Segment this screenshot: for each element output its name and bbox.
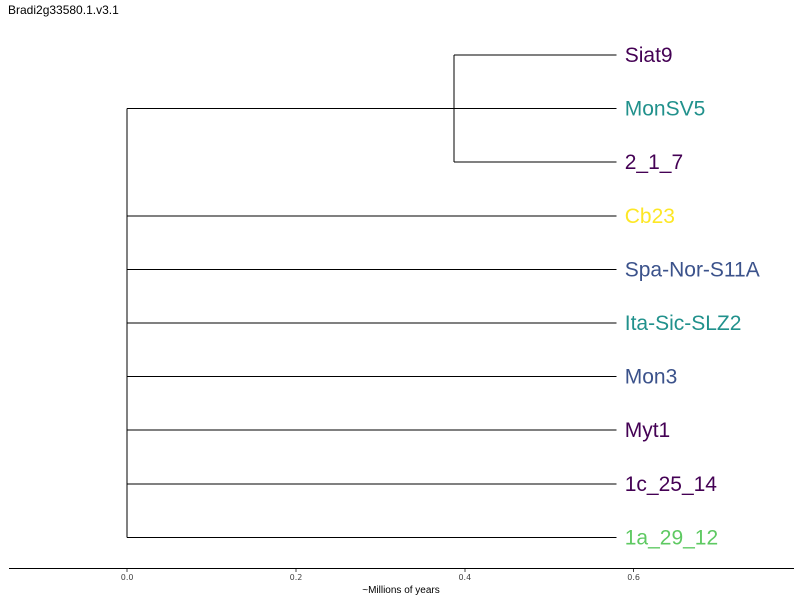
tip-label-2: 2_1_7 [625,151,683,174]
tip-label-5: Ita-Sic-SLZ2 [625,312,742,335]
tip-label-3: Cb23 [625,205,675,228]
tip-label-7: Myt1 [625,419,671,442]
tip-label-9: 1a_29_12 [625,526,718,549]
chart-title: Bradi2g33580.1.v3.1 [8,3,119,17]
tip-labels: Siat9 MonSV5 2_1_7 Cb23 Spa-Nor-S11A Ita-Sic-… [625,44,760,549]
x-axis-title: ~Millions of years [362,585,440,596]
tip-label-6: Mon3 [625,366,678,389]
x-tick-label-3: 0.6 [627,573,640,582]
tree-branches [126,54,617,538]
tip-label-0: Siat9 [625,44,673,67]
tip-label-1: MonSV5 [625,98,706,121]
x-axis-ticks: 0.0 0.2 0.4 0.6 [121,569,640,582]
x-tick-label-0: 0.0 [121,573,134,582]
tip-label-8: 1c_25_14 [625,473,718,496]
x-tick-label-1: 0.2 [290,573,303,582]
tip-label-4: Spa-Nor-S11A [625,258,760,281]
x-tick-label-2: 0.4 [458,573,471,582]
